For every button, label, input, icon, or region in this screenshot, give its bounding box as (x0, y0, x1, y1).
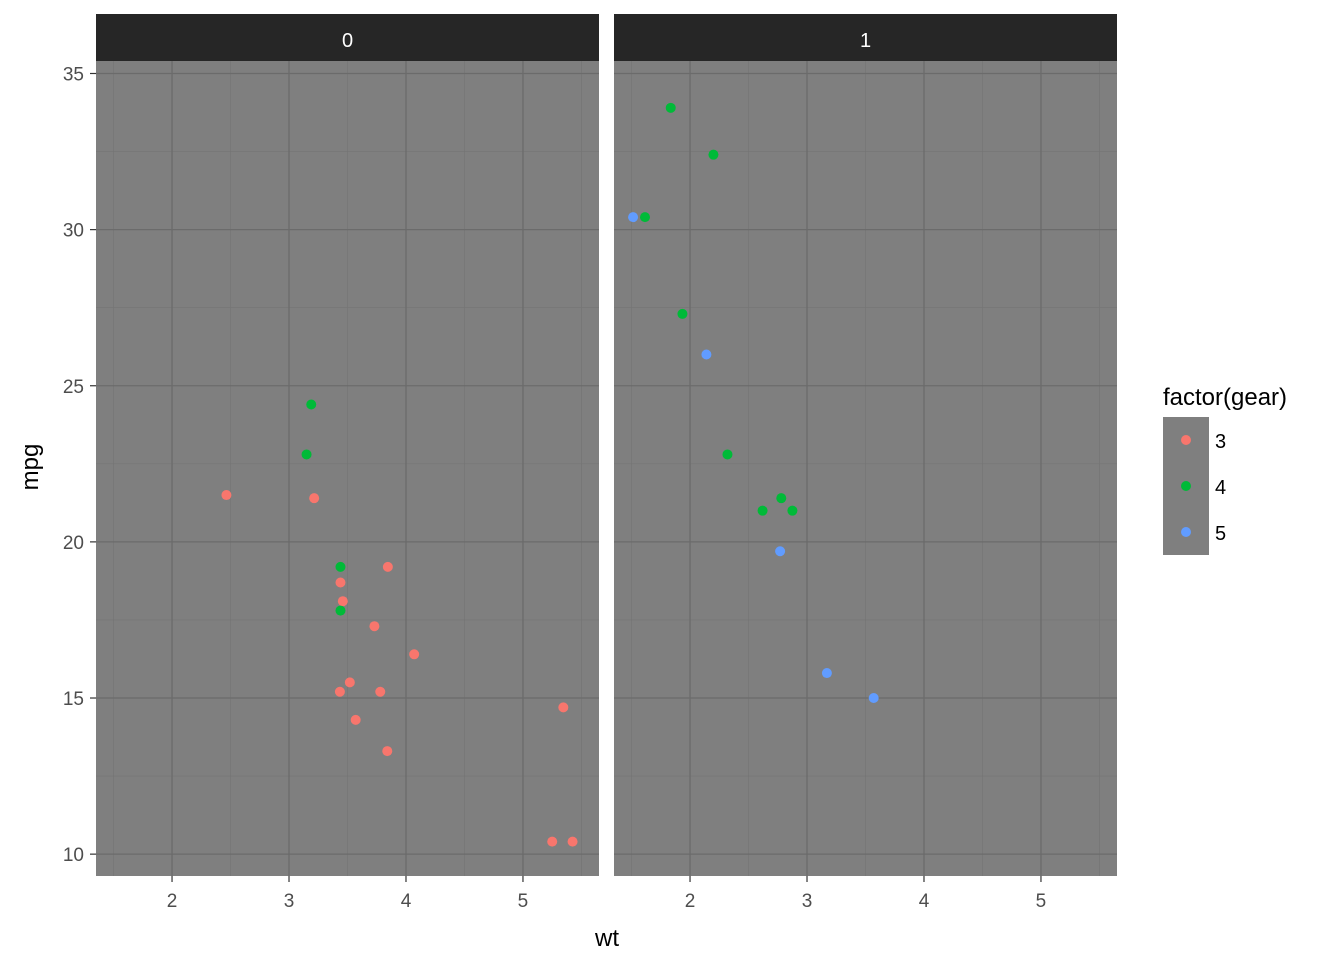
facet-strip-label: 0 (342, 30, 353, 52)
legend-label: 3 (1215, 431, 1226, 453)
data-point (335, 577, 346, 588)
legend-key-3 (1181, 435, 1191, 445)
facet-panel-0: 0 2 3 4 5 (96, 14, 599, 912)
data-point (665, 102, 676, 113)
legend-label: 4 (1215, 477, 1226, 499)
data-point (344, 677, 355, 688)
data-point (221, 490, 232, 501)
data-point (628, 212, 639, 223)
data-point (382, 561, 393, 572)
y-tick-label: 20 (63, 533, 84, 554)
data-point (757, 505, 768, 516)
facet-strip-label: 1 (860, 30, 871, 52)
x-axis-title: wt (594, 925, 619, 952)
data-point (409, 649, 420, 660)
data-point (334, 686, 345, 697)
data-point (369, 621, 380, 632)
data-point (337, 596, 348, 607)
y-axis-title: mpg (17, 444, 44, 491)
data-point (708, 149, 719, 160)
y-axis: 10 15 20 25 30 35 (63, 64, 96, 866)
data-point (821, 668, 832, 679)
x-tick-label: 4 (401, 891, 412, 912)
data-point (306, 399, 317, 410)
x-tick-label: 3 (802, 891, 813, 912)
y-tick-label: 25 (63, 377, 84, 398)
data-point (558, 702, 569, 713)
facet-panels: 0 2 3 4 5 1 2 3 4 5 (96, 14, 1117, 912)
data-point (375, 686, 386, 697)
y-tick-label: 10 (63, 845, 84, 866)
x-tick-label: 5 (1036, 891, 1047, 912)
data-point (301, 449, 312, 460)
y-tick-label: 35 (63, 64, 84, 85)
data-point (335, 561, 346, 572)
legend-key-4 (1181, 481, 1191, 491)
facet-strip (96, 14, 599, 61)
y-tick-label: 30 (63, 221, 84, 242)
x-tick-label: 4 (919, 891, 930, 912)
data-point (567, 836, 578, 847)
data-point (787, 505, 798, 516)
facet-strip (614, 14, 1117, 61)
legend-title: factor(gear) (1163, 384, 1287, 411)
legend-label: 5 (1215, 523, 1226, 545)
data-point (335, 605, 346, 616)
x-tick-label: 5 (518, 891, 529, 912)
x-tick-label: 3 (284, 891, 295, 912)
data-point (639, 212, 650, 223)
legend-key-5 (1181, 527, 1191, 537)
y-tick-label: 15 (63, 689, 84, 710)
legend: factor(gear) 3 4 5 (1163, 384, 1287, 555)
data-point (309, 493, 320, 504)
data-point (350, 714, 361, 725)
x-tick-label: 2 (167, 891, 178, 912)
data-point (677, 308, 688, 319)
x-tick-label: 2 (685, 891, 696, 912)
data-point (776, 493, 787, 504)
data-point (382, 746, 393, 757)
facet-panel-1: 1 2 3 4 5 (614, 14, 1117, 912)
data-point (547, 836, 558, 847)
data-point (775, 546, 786, 557)
data-point (868, 693, 879, 704)
data-point (701, 349, 712, 360)
data-point (722, 449, 733, 460)
